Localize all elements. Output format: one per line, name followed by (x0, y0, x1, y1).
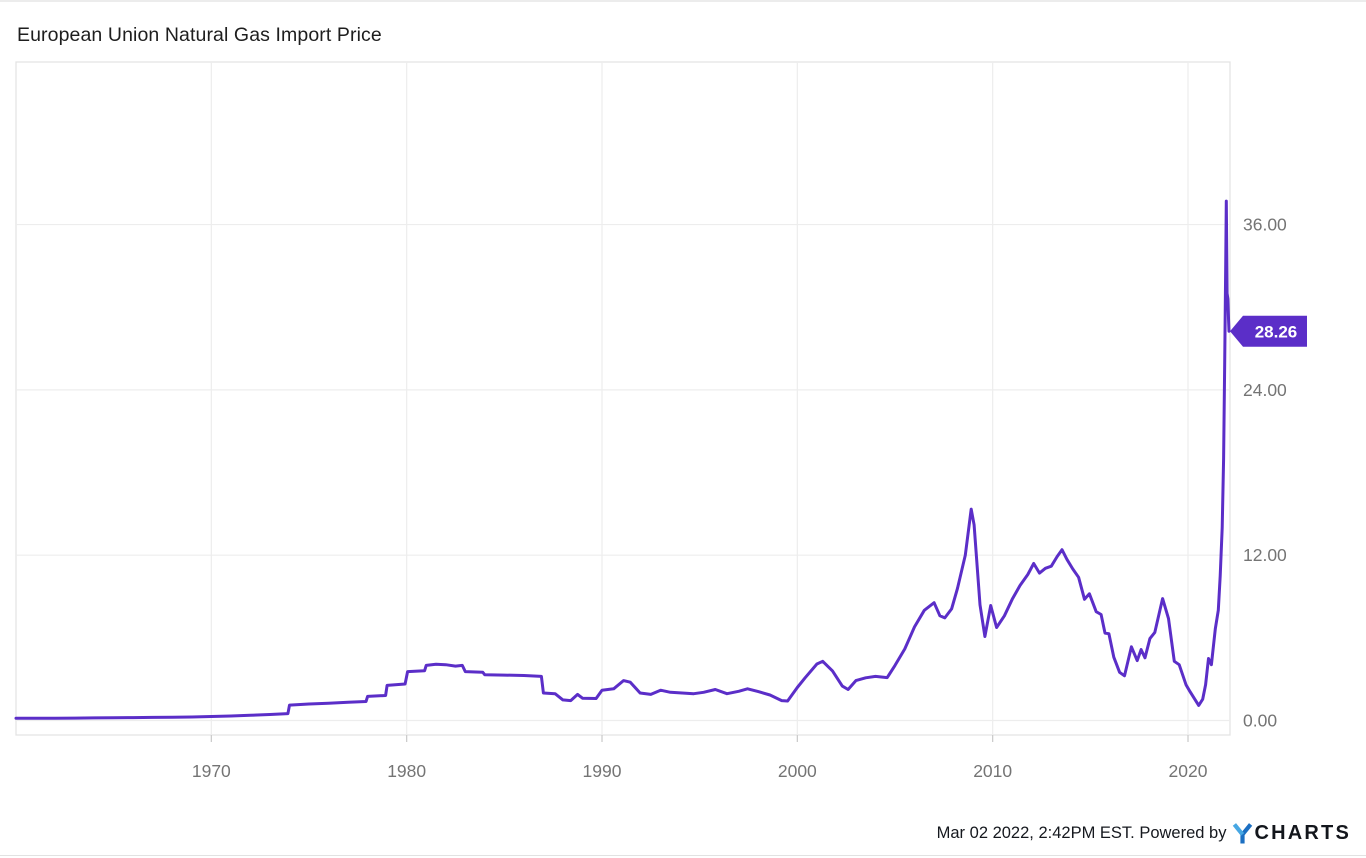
x-tick-label: 1980 (387, 761, 426, 781)
ycharts-logo-text: CHARTS (1254, 822, 1351, 844)
x-tick-label: 1970 (192, 761, 231, 781)
y-tick-label: 0.00 (1243, 711, 1277, 731)
x-tick-label: 1990 (583, 761, 622, 781)
footer-attribution: Mar 02 2022, 2:42PM EST. Powered by CHAR… (937, 822, 1351, 845)
y-tick-label: 12.00 (1243, 545, 1287, 565)
last-value-badge (1230, 315, 1307, 347)
last-value-label: 28.26 (1255, 323, 1298, 342)
x-tick-label: 2010 (973, 761, 1012, 781)
x-tick-label: 2020 (1169, 761, 1208, 781)
price-line (14, 199, 1231, 720)
x-tick-label: 2000 (778, 761, 817, 781)
ycharts-logo[interactable]: CHARTS (1232, 822, 1351, 845)
plot-area (15, 61, 1231, 736)
timestamp-text: Mar 02 2022, 2:42PM EST. Powered by (936, 824, 1227, 842)
chart-title: European Union Natural Gas Import Price (17, 24, 382, 46)
y-tick-label: 24.00 (1243, 380, 1287, 400)
y-tick-label: 36.00 (1243, 215, 1287, 235)
ycharts-y-icon (1233, 822, 1253, 844)
